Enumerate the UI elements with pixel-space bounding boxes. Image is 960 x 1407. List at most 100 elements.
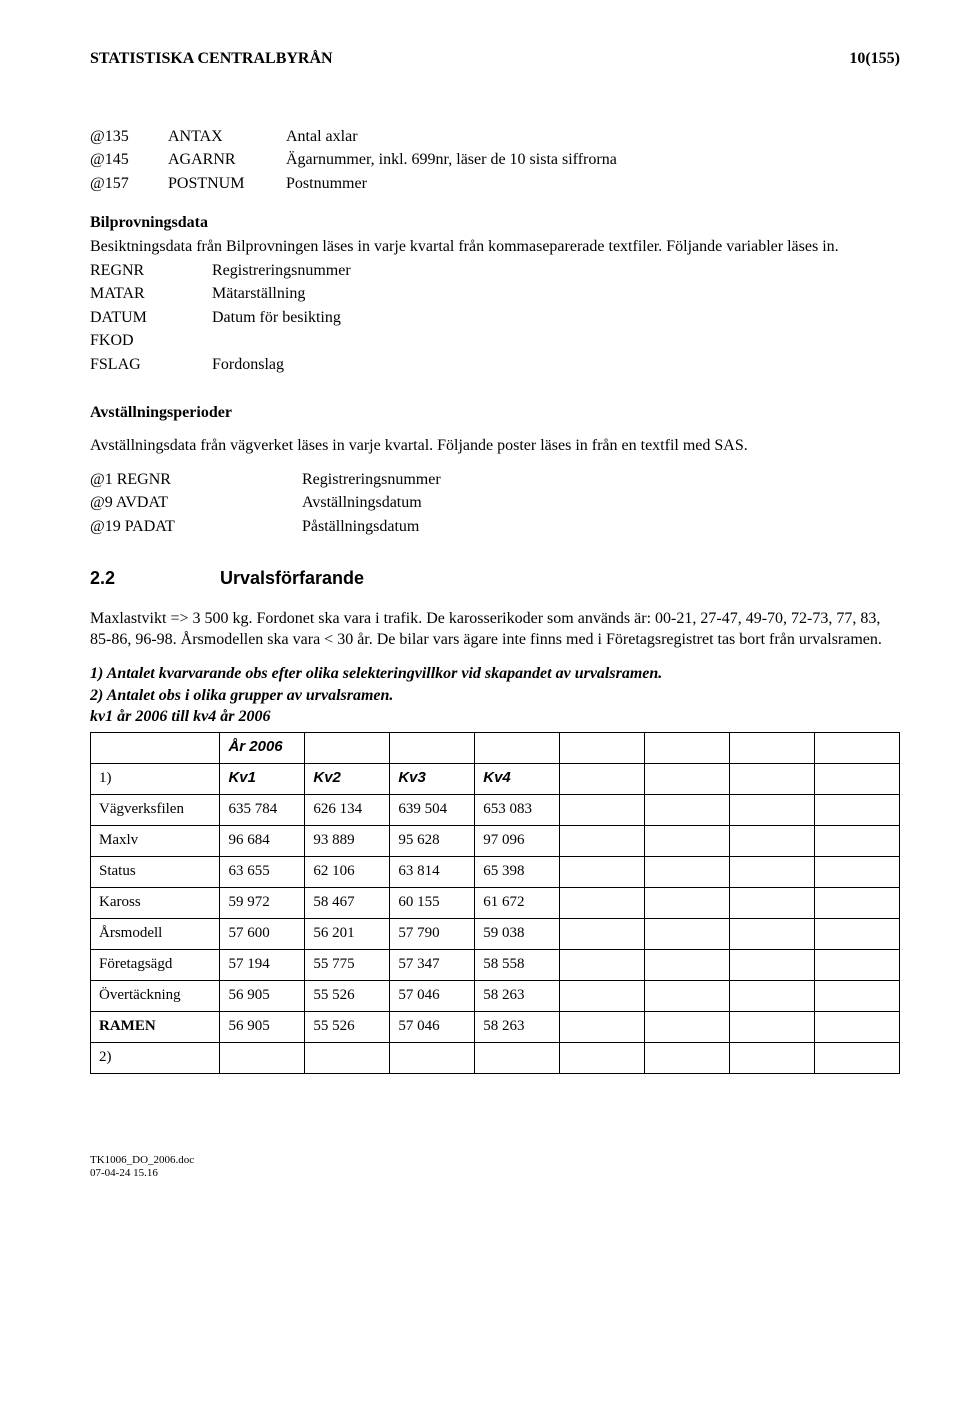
def-key: REGNR [90,260,200,282]
def-name: POSTNUM [168,173,278,195]
table-row: 1) Kv1 Kv2 Kv3 Kv4 [91,763,900,794]
cell-empty [645,794,730,825]
def-key: @19 PADAT [90,516,290,538]
cell: 56 201 [305,918,390,949]
cell: 57 347 [390,949,475,980]
cell-empty [730,1042,815,1073]
table-row: RAMEN56 90555 52657 04658 263 [91,1011,900,1042]
def-val: Mätarställning [212,283,900,305]
row-label: Årsmodell [91,918,220,949]
bp-heading: Bilprovningsdata [90,212,900,234]
urval-p1: Maxlastvikt => 3 500 kg. Fordonet ska va… [90,608,900,651]
def-val: Antal axlar [286,126,900,148]
cell: 635 784 [220,794,305,825]
table-row: Företagsägd57 19455 77557 34758 558 [91,949,900,980]
cell: 57 046 [390,980,475,1011]
cell-empty [815,825,900,856]
footer-filename: TK1006_DO_2006.doc [90,1154,900,1167]
cell-empty [645,1042,730,1073]
cell-empty [815,794,900,825]
def-key: DATUM [90,307,200,329]
cell: 97 096 [475,825,560,856]
def-val: Registreringsnummer [212,260,900,282]
cell-empty [815,887,900,918]
cell-empty [560,856,645,887]
def-val: Ägarnummer, inkl. 699nr, läser de 10 sis… [286,149,900,171]
cell: 55 775 [305,949,390,980]
cell-empty [645,980,730,1011]
cell [305,1042,390,1073]
cell: 59 972 [220,887,305,918]
section-heading: 2.2Urvalsförfarande [90,566,900,590]
def-val: Registreringsnummer [302,469,900,491]
table-row: Övertäckning56 90555 52657 04658 263 [91,980,900,1011]
cell-empty [730,887,815,918]
col-kv4: Kv4 [475,763,560,794]
def-val: Datum för besikting [212,307,900,329]
cell-empty [730,794,815,825]
def-key: @135 [90,126,160,148]
cell-empty [730,1011,815,1042]
cell: 58 467 [305,887,390,918]
cell-empty [815,980,900,1011]
bp-text: Besiktningsdata från Bilprovningen läses… [90,236,900,258]
cell-empty [560,1042,645,1073]
cell-empty [645,1011,730,1042]
def-key: @157 [90,173,160,195]
cell: 55 526 [305,980,390,1011]
row-label: Maxlv [91,825,220,856]
cell: 63 814 [390,856,475,887]
def-name: ANTAX [168,126,278,148]
cell-empty [730,825,815,856]
avst-heading: Avställningsperioder [90,402,900,424]
cell: 62 106 [305,856,390,887]
cell: 58 263 [475,980,560,1011]
footer-timestamp: 07-04-24 15.16 [90,1167,900,1180]
def-key: MATAR [90,283,200,305]
cell-empty [560,980,645,1011]
cell: 63 655 [220,856,305,887]
def-val: Fordonslag [212,354,900,376]
cell [390,1042,475,1073]
cell-empty [815,918,900,949]
row-label: 2) [91,1042,220,1073]
cell-empty [730,980,815,1011]
cell: 61 672 [475,887,560,918]
def-key: @145 [90,149,160,171]
def-val: Postnummer [286,173,900,195]
table-row: Vägverksfilen635 784626 134639 504653 08… [91,794,900,825]
table-row: Kaross59 97258 46760 15561 672 [91,887,900,918]
row-label: Företagsägd [91,949,220,980]
table-row: Status63 65562 10663 81465 398 [91,856,900,887]
cell: 57 790 [390,918,475,949]
cell [475,1042,560,1073]
cell: 57 194 [220,949,305,980]
cell-empty [645,918,730,949]
year-header: År 2006 [220,732,305,763]
cell-empty [560,825,645,856]
cell [220,1042,305,1073]
cell: 59 038 [475,918,560,949]
cell: 65 398 [475,856,560,887]
cell-empty [560,1011,645,1042]
row-label: RAMEN [91,1011,220,1042]
col-0: 1) [91,763,220,794]
cell-empty [815,856,900,887]
table-row: År 2006 [91,732,900,763]
cell: 55 526 [305,1011,390,1042]
cell-empty [645,949,730,980]
cell-empty [815,1011,900,1042]
cell-empty [815,1042,900,1073]
org-name: STATISTISKA CENTRALBYRÅN [90,48,333,70]
cell-empty [645,887,730,918]
def-val: Påställningsdatum [302,516,900,538]
urval-i1: 1) Antalet kvarvarande obs efter olika s… [90,663,900,685]
col-kv3: Kv3 [390,763,475,794]
page-number: 10(155) [849,48,900,70]
urval-table: År 2006 1) Kv1 Kv2 Kv3 Kv4 Vägverksfilen… [90,732,900,1074]
cell: 58 263 [475,1011,560,1042]
page-footer: TK1006_DO_2006.doc 07-04-24 15.16 [90,1154,900,1180]
col-kv1: Kv1 [220,763,305,794]
cell-empty [560,794,645,825]
section-num: 2.2 [90,566,220,590]
